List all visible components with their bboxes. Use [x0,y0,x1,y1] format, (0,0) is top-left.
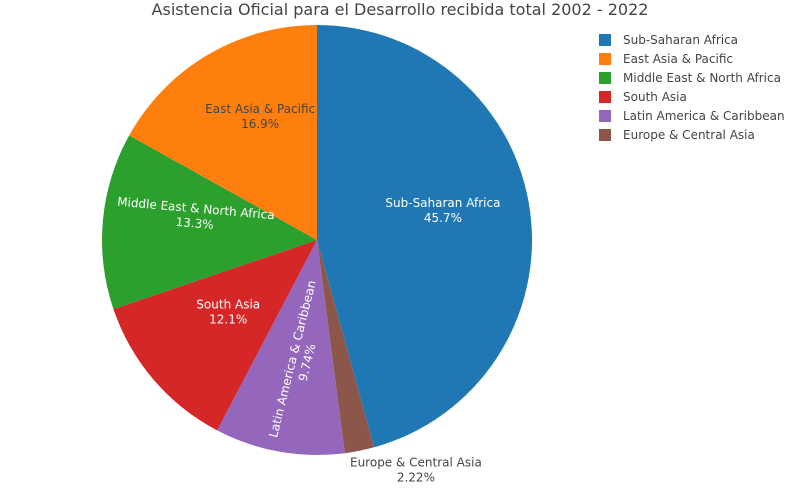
pie-slice-europe-and-central-asia[interactable] [317,240,375,454]
legend-label: Latin America & Caribbean [623,109,785,123]
legend-swatch [599,34,611,46]
pie-slice-latin-america-and-caribbean[interactable] [217,240,345,455]
slice-label-name: East Asia & Pacific [205,102,315,116]
slice-label-name: South Asia [196,298,260,312]
legend-label: Middle East & North Africa [623,71,781,85]
legend-item-east-asia-and-pacific[interactable]: East Asia & Pacific [599,52,733,66]
legend-label: East Asia & Pacific [623,52,733,66]
legend-swatch [599,53,611,65]
legend-item-sub-saharan-africa[interactable]: Sub-Saharan Africa [599,33,738,47]
legend-item-middle-east-and-north-africa[interactable]: Middle East & North Africa [599,71,781,85]
slice-label-name: Europe & Central Asia [350,455,482,469]
slice-label-percent: 13.3% [175,215,214,232]
legend-label: South Asia [623,90,687,104]
legend-swatch [599,91,611,103]
slice-label-percent: 16.9% [241,117,279,131]
legend-swatch [599,72,611,84]
legend-swatch [599,129,611,141]
legend: Sub-Saharan Africa East Asia & Pacific Mid… [599,33,785,142]
legend-item-south-asia[interactable]: South Asia [599,90,687,104]
chart-title: Asistencia Oficial para el Desarrollo re… [152,0,649,19]
legend-label: Sub-Saharan Africa [623,33,738,47]
pie-slice-sub-saharan-africa[interactable] [317,25,532,448]
legend-swatch [599,110,611,122]
slice-label-percent: 12.1% [209,313,247,327]
pie-slices [101,25,532,455]
pie-slice-south-asia[interactable] [113,240,317,431]
pie-slice-east-asia-and-pacific[interactable] [129,25,317,240]
legend-label: Europe & Central Asia [623,128,755,142]
slice-label-name: Sub-Saharan Africa [385,196,500,210]
legend-item-europe-and-central-asia[interactable]: Europe & Central Asia [599,128,755,142]
slice-label-percent: 2.22% [397,470,435,484]
legend-item-latin-america-and-caribbean[interactable]: Latin America & Caribbean [599,109,785,123]
pie-slice-middle-east-and-north-africa[interactable] [101,135,317,310]
slice-label-percent: 45.7% [424,211,462,225]
